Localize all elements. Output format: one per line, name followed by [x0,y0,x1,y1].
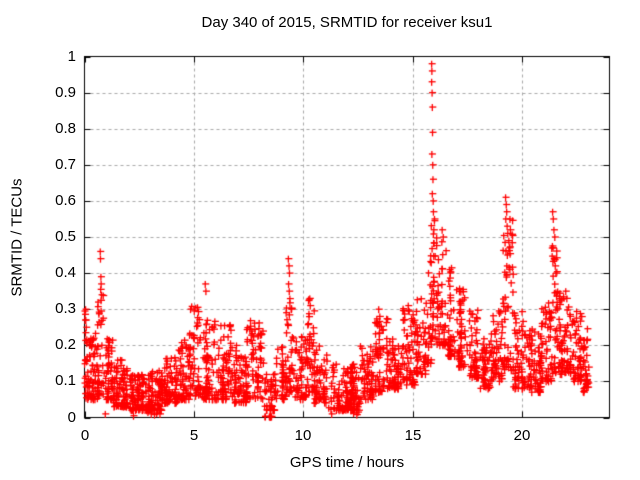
x-tick-label: 0 [80,427,90,444]
x-tick-label: 10 [294,427,312,444]
x-tick-label: 5 [189,427,199,444]
x-tick-label: 20 [513,427,531,444]
y-tick-label: 0.7 [55,156,76,173]
y-tick-label: 1 [67,48,76,65]
y-tick-label: 0.4 [55,264,76,281]
y-tick-label: 0.2 [55,336,76,353]
y-tick-label: 0.5 [55,228,76,245]
y-tick-label: 0.1 [55,372,76,389]
y-tick-label: 0.9 [55,84,76,101]
x-tick-label: 15 [404,427,422,444]
y-tick-label: 0.6 [55,192,76,209]
y-tick-label: 0.3 [55,300,76,317]
chart-title: Day 340 of 2015, SRMTID for receiver ksu… [201,14,493,31]
y-tick-label: 0.8 [55,120,76,137]
x-axis-label: GPS time / hours [289,454,405,471]
y-tick-label: 0 [67,409,76,426]
